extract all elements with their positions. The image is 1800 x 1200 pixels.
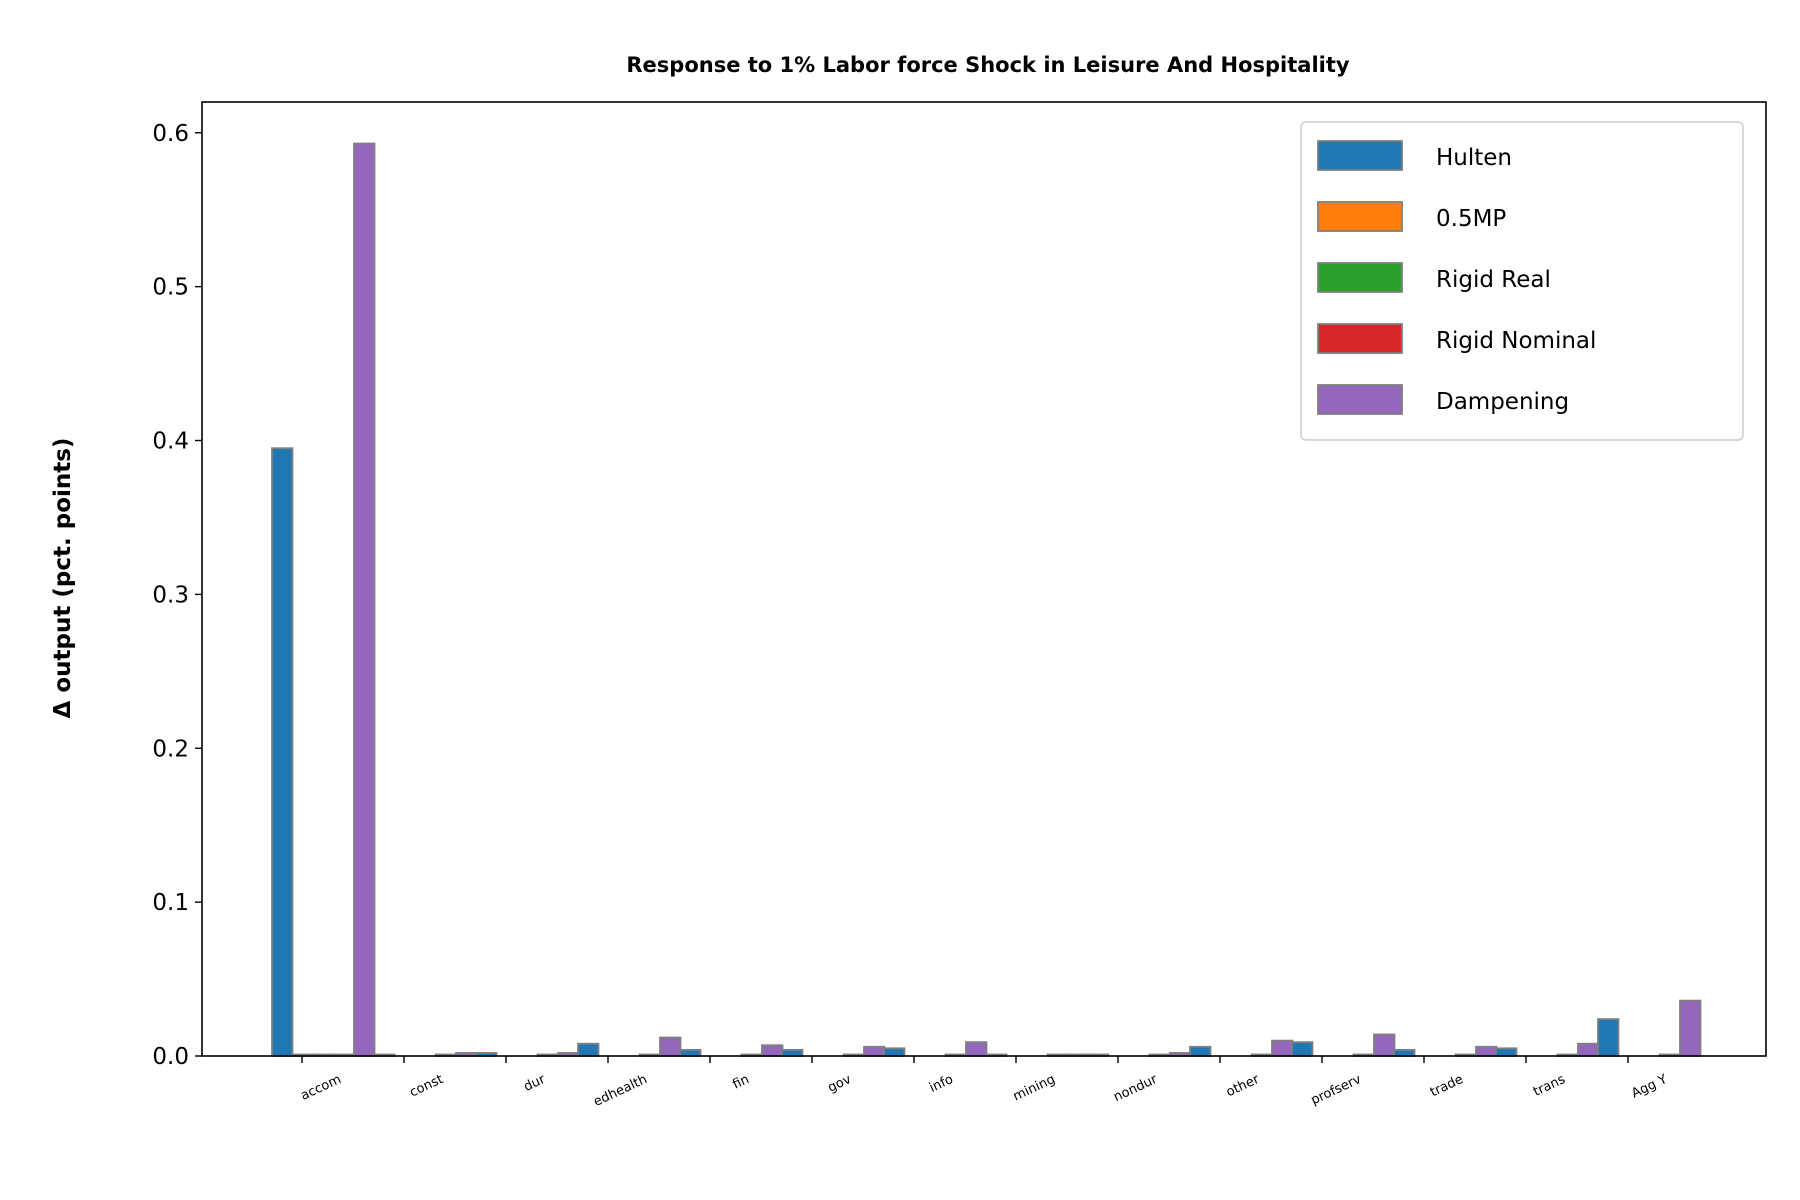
bar-hulten-info — [883, 1047, 906, 1057]
bar-dampening-trade — [1475, 1045, 1498, 1057]
y-tick-label: 0.0 — [152, 1044, 189, 1070]
y-tick-label: 0.1 — [152, 890, 189, 916]
legend-swatch — [1317, 262, 1403, 293]
y-tick-label: 0.3 — [152, 582, 189, 608]
y-axis-label: Δ output (pct. points) — [50, 438, 76, 719]
legend-label: Dampening — [1436, 389, 1569, 415]
bar-dampening-accom — [353, 142, 376, 1057]
bar-hulten-edhealth — [577, 1042, 600, 1057]
bar-hulten-gov — [781, 1048, 804, 1057]
legend-swatch — [1317, 384, 1403, 415]
chart-title: Response to 1% Labor force Shock in Leis… — [626, 53, 1350, 77]
legend: Hulten 0.5MP Rigid Real Rigid Nominal Dampen… — [1300, 121, 1744, 441]
bar-hulten-trans — [1495, 1047, 1518, 1057]
bar-dampening-other — [1271, 1039, 1294, 1057]
bar-hulten-other — [1189, 1045, 1212, 1057]
legend-label: Hulten — [1436, 145, 1512, 171]
bar-dampening-trans — [1577, 1042, 1600, 1057]
bar-hulten-fin — [679, 1048, 702, 1057]
bar-dampening-profserv — [1373, 1033, 1396, 1057]
bar-dampening-info — [965, 1041, 988, 1057]
y-tick-label: 0.4 — [152, 429, 189, 455]
legend-frame — [1300, 121, 1744, 441]
y-tick-label: 0.6 — [152, 121, 189, 147]
legend-swatch — [1317, 140, 1403, 171]
legend-label: Rigid Nominal — [1436, 328, 1596, 354]
bar-hulten-trade — [1393, 1048, 1416, 1057]
bar-hulten-accom — [271, 447, 294, 1057]
y-tick-label: 0.5 — [152, 275, 189, 301]
plot-area-frame — [201, 101, 1767, 1057]
bar-dampening-fin — [761, 1044, 784, 1057]
x-tick-label: fin — [730, 1072, 751, 1093]
y-axis: 0.0 0.1 0.2 0.3 0.4 0.5 0.6 — [152, 121, 202, 1070]
bar-hulten-profserv — [1291, 1041, 1314, 1057]
bar-dampening-agg-y — [1679, 999, 1702, 1057]
y-tick-label: 0.2 — [152, 736, 189, 762]
bar-dampening-edhealth — [659, 1036, 682, 1057]
legend-label: Rigid Real — [1436, 267, 1551, 293]
legend-swatch — [1317, 323, 1403, 354]
legend-label: 0.5MP — [1436, 206, 1506, 232]
bar-dampening-gov — [863, 1045, 886, 1057]
legend-swatch — [1317, 201, 1403, 232]
bar-hulten-agg-y — [1597, 1018, 1620, 1057]
